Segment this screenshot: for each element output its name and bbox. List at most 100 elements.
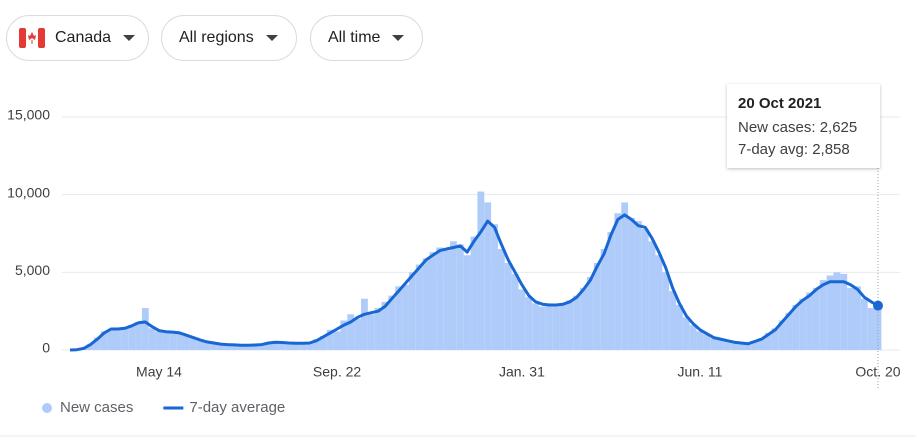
bar [511, 273, 519, 350]
bar [217, 344, 225, 350]
bar [477, 191, 485, 350]
bar [580, 287, 587, 350]
tooltip-line: New cases: 2,625 [738, 119, 857, 136]
bar [840, 273, 848, 350]
bar [833, 272, 841, 350]
bar [819, 280, 827, 350]
tooltip-title: 20 Oct 2021 [738, 95, 821, 112]
bar [847, 287, 855, 350]
bar [244, 345, 252, 350]
bar [491, 224, 498, 350]
bar [463, 255, 471, 350]
bar [141, 308, 149, 350]
y-tick-label: 10,000 [7, 184, 50, 200]
bar [237, 345, 245, 350]
legend-label: 7-day average [189, 399, 285, 416]
bar [689, 325, 697, 350]
bar [100, 331, 108, 350]
bar [504, 263, 512, 350]
bar [497, 249, 505, 350]
bar [600, 249, 608, 350]
legend-label: New cases [60, 399, 133, 416]
time-filter[interactable]: All time [310, 15, 423, 61]
bar [854, 286, 861, 350]
bar [182, 336, 190, 350]
bar [532, 303, 540, 350]
bar [429, 252, 437, 350]
x-tick-label: Sep. 22 [313, 364, 361, 380]
bar [367, 314, 375, 350]
bar [539, 306, 546, 350]
bar [696, 331, 704, 350]
x-tick-label: Oct. 20 [855, 364, 900, 380]
bar [648, 241, 656, 350]
bar [415, 264, 423, 350]
bar [347, 314, 355, 350]
bar [402, 284, 409, 350]
bar [196, 340, 204, 350]
filter-label: All time [328, 29, 381, 46]
bar [682, 317, 690, 350]
bar [450, 241, 457, 350]
bar [313, 339, 320, 350]
bar [614, 213, 622, 350]
hover-point [873, 300, 883, 311]
bar [292, 342, 300, 350]
x-tick-label: Jun. 11 [678, 364, 723, 380]
bar [593, 263, 601, 350]
flag-icon [19, 28, 45, 48]
bar [354, 318, 362, 350]
bar [203, 342, 211, 350]
bar [518, 289, 526, 350]
bar [121, 329, 129, 350]
bar [874, 309, 882, 350]
bar [751, 340, 759, 350]
bar [340, 320, 348, 350]
bar [436, 247, 444, 350]
bar [87, 343, 94, 350]
bar [456, 244, 464, 350]
bar [860, 298, 868, 350]
bar [299, 343, 307, 350]
bar [559, 303, 567, 350]
bar [374, 308, 382, 350]
bar [717, 339, 724, 350]
bar [812, 287, 820, 350]
bar [586, 276, 594, 350]
bar [771, 328, 779, 350]
bar [230, 345, 238, 350]
bar [333, 331, 341, 350]
bar [867, 308, 875, 350]
bar [641, 228, 649, 350]
bar [730, 342, 738, 350]
bar [128, 325, 136, 350]
bar [799, 298, 807, 350]
bar [634, 221, 642, 350]
country-filter[interactable]: Canada [6, 15, 149, 61]
x-tick-label: May 14 [136, 364, 182, 380]
bar [792, 304, 800, 350]
bar [758, 338, 766, 350]
bar [395, 286, 403, 350]
bar [703, 334, 711, 350]
bar [621, 202, 629, 350]
bar [258, 343, 266, 350]
bar [545, 303, 553, 350]
bar [806, 292, 813, 350]
bar [785, 312, 793, 350]
bar [278, 341, 286, 350]
bar [443, 250, 451, 350]
bar [662, 272, 670, 350]
bar [552, 306, 560, 350]
bar [778, 320, 786, 350]
bar [744, 344, 752, 350]
tooltip-box [727, 84, 880, 168]
region-filter[interactable]: All regions [161, 15, 297, 61]
bar [381, 301, 389, 350]
x-tick-label: Jan. 31 [499, 364, 545, 380]
bar [388, 295, 396, 350]
legend-swatch [42, 403, 52, 413]
bar [737, 343, 745, 350]
